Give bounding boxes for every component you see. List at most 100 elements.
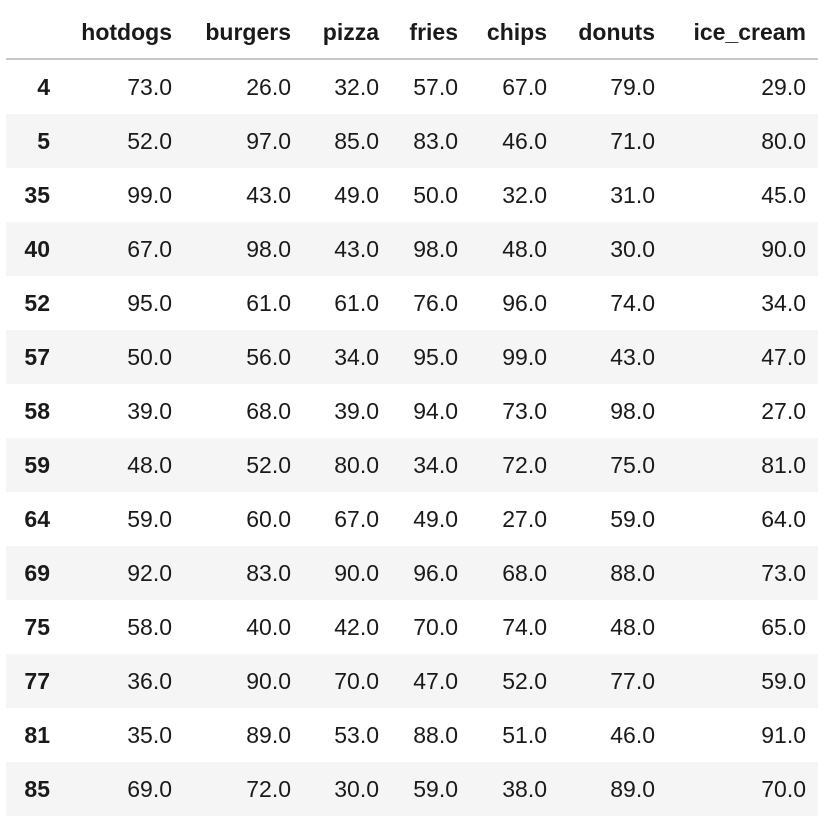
cell-pizza: 34.0 [334, 343, 379, 370]
cell-chips: 52.0 [502, 667, 547, 694]
row-index: 64 [24, 505, 50, 532]
cell-pizza: 80.0 [334, 451, 379, 478]
cell-pizza: 85.0 [334, 127, 379, 154]
cell-fries: 50.0 [413, 181, 458, 208]
cell-donuts: 46.0 [610, 721, 655, 748]
cell-burgers: 68.0 [246, 397, 291, 424]
cell-ice-cream: 59.0 [761, 667, 806, 694]
cell-burgers: 90.0 [246, 667, 291, 694]
table-row: 4 73.0 26.0 32.0 57.0 67.0 79.0 29.0 [6, 59, 818, 114]
cell-pizza: 42.0 [334, 613, 379, 640]
header-row: hotdogs burgers pizza fries chips donuts… [6, 6, 818, 60]
cell-burgers: 72.0 [246, 775, 291, 802]
cell-chips: 68.0 [502, 559, 547, 586]
cell-hotdogs: 67.0 [127, 235, 172, 262]
cell-chips: 51.0 [502, 721, 547, 748]
table-row: 35 99.0 43.0 49.0 50.0 32.0 31.0 45.0 [6, 168, 818, 222]
cell-donuts: 48.0 [610, 613, 655, 640]
column-header-hotdogs: hotdogs [64, 6, 184, 60]
cell-pizza: 49.0 [334, 181, 379, 208]
dataframe-table: hotdogs burgers pizza fries chips donuts… [6, 6, 818, 816]
cell-chips: 32.0 [502, 181, 547, 208]
cell-hotdogs: 73.0 [127, 73, 172, 100]
cell-hotdogs: 39.0 [127, 397, 172, 424]
cell-chips: 96.0 [502, 289, 547, 316]
row-index: 59 [24, 451, 50, 478]
cell-chips: 72.0 [502, 451, 547, 478]
cell-burgers: 60.0 [246, 505, 291, 532]
row-index: 40 [24, 235, 50, 262]
table-row: 57 50.0 56.0 34.0 95.0 99.0 43.0 47.0 [6, 330, 818, 384]
cell-ice-cream: 34.0 [761, 289, 806, 316]
row-index: 4 [37, 73, 50, 100]
index-header [6, 6, 64, 60]
cell-donuts: 88.0 [610, 559, 655, 586]
cell-pizza: 30.0 [334, 775, 379, 802]
cell-hotdogs: 99.0 [127, 181, 172, 208]
cell-fries: 98.0 [413, 235, 458, 262]
cell-pizza: 61.0 [334, 289, 379, 316]
table-row: 52 95.0 61.0 61.0 76.0 96.0 74.0 34.0 [6, 276, 818, 330]
cell-burgers: 43.0 [246, 181, 291, 208]
cell-hotdogs: 35.0 [127, 721, 172, 748]
column-header-pizza: pizza [303, 6, 391, 60]
cell-ice-cream: 91.0 [761, 721, 806, 748]
cell-ice-cream: 65.0 [761, 613, 806, 640]
table-row: 5 52.0 97.0 85.0 83.0 46.0 71.0 80.0 [6, 114, 818, 168]
column-header-chips: chips [470, 6, 559, 60]
cell-donuts: 59.0 [610, 505, 655, 532]
column-header-ice-cream: ice_cream [667, 6, 818, 60]
cell-ice-cream: 64.0 [761, 505, 806, 532]
cell-hotdogs: 69.0 [127, 775, 172, 802]
row-index: 81 [24, 721, 50, 748]
cell-donuts: 89.0 [610, 775, 655, 802]
cell-donuts: 75.0 [610, 451, 655, 478]
cell-fries: 59.0 [413, 775, 458, 802]
table-row: 85 69.0 72.0 30.0 59.0 38.0 89.0 70.0 [6, 762, 818, 816]
cell-pizza: 90.0 [334, 559, 379, 586]
table-row: 81 35.0 89.0 53.0 88.0 51.0 46.0 91.0 [6, 708, 818, 762]
cell-burgers: 52.0 [246, 451, 291, 478]
cell-pizza: 43.0 [334, 235, 379, 262]
table-header: hotdogs burgers pizza fries chips donuts… [6, 6, 818, 60]
row-index: 69 [24, 559, 50, 586]
cell-chips: 46.0 [502, 127, 547, 154]
cell-chips: 67.0 [502, 73, 547, 100]
cell-fries: 94.0 [413, 397, 458, 424]
column-header-donuts: donuts [559, 6, 667, 60]
cell-hotdogs: 48.0 [127, 451, 172, 478]
row-index: 58 [24, 397, 50, 424]
cell-fries: 47.0 [413, 667, 458, 694]
cell-pizza: 39.0 [334, 397, 379, 424]
cell-ice-cream: 47.0 [761, 343, 806, 370]
cell-burgers: 97.0 [246, 127, 291, 154]
cell-ice-cream: 45.0 [761, 181, 806, 208]
cell-donuts: 43.0 [610, 343, 655, 370]
table-row: 75 58.0 40.0 42.0 70.0 74.0 48.0 65.0 [6, 600, 818, 654]
cell-fries: 95.0 [413, 343, 458, 370]
cell-fries: 88.0 [413, 721, 458, 748]
cell-ice-cream: 80.0 [761, 127, 806, 154]
column-header-burgers: burgers [184, 6, 303, 60]
cell-donuts: 71.0 [610, 127, 655, 154]
cell-fries: 96.0 [413, 559, 458, 586]
row-index: 5 [37, 127, 50, 154]
cell-ice-cream: 27.0 [761, 397, 806, 424]
cell-ice-cream: 70.0 [761, 775, 806, 802]
cell-donuts: 31.0 [610, 181, 655, 208]
cell-chips: 99.0 [502, 343, 547, 370]
cell-fries: 57.0 [413, 73, 458, 100]
cell-burgers: 61.0 [246, 289, 291, 316]
cell-chips: 38.0 [502, 775, 547, 802]
table-row: 64 59.0 60.0 67.0 49.0 27.0 59.0 64.0 [6, 492, 818, 546]
cell-chips: 73.0 [502, 397, 547, 424]
cell-chips: 74.0 [502, 613, 547, 640]
cell-donuts: 74.0 [610, 289, 655, 316]
cell-ice-cream: 73.0 [761, 559, 806, 586]
cell-pizza: 32.0 [334, 73, 379, 100]
cell-donuts: 77.0 [610, 667, 655, 694]
cell-hotdogs: 50.0 [127, 343, 172, 370]
cell-pizza: 70.0 [334, 667, 379, 694]
cell-fries: 70.0 [413, 613, 458, 640]
